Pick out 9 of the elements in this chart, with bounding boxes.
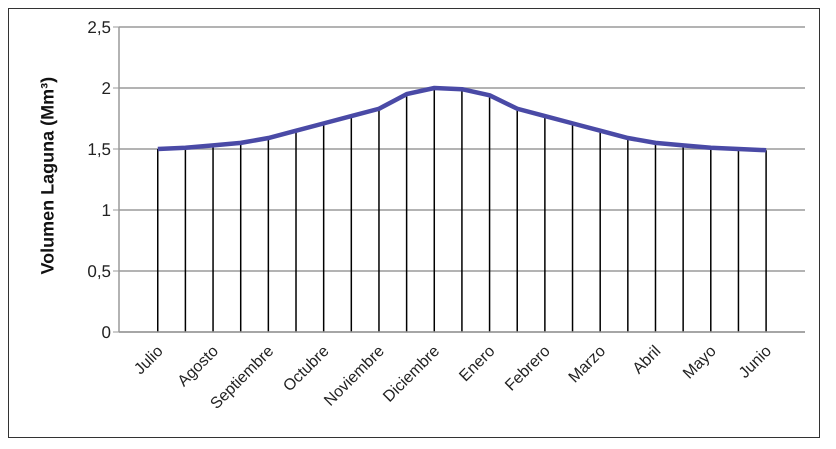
- y-tick-label: 2,5: [87, 18, 111, 38]
- y-tick-label: 1: [102, 201, 111, 220]
- y-tick-label: 1,5: [87, 140, 111, 160]
- y-tick-label: 2: [102, 79, 111, 98]
- x-tick-label: Julio: [131, 342, 167, 378]
- line-series: [156, 86, 768, 152]
- y-tick-label: 0: [102, 323, 111, 342]
- y-axis-title: Volumen Laguna (Mm³): [37, 76, 58, 274]
- y-tick-label: 0,5: [87, 262, 111, 282]
